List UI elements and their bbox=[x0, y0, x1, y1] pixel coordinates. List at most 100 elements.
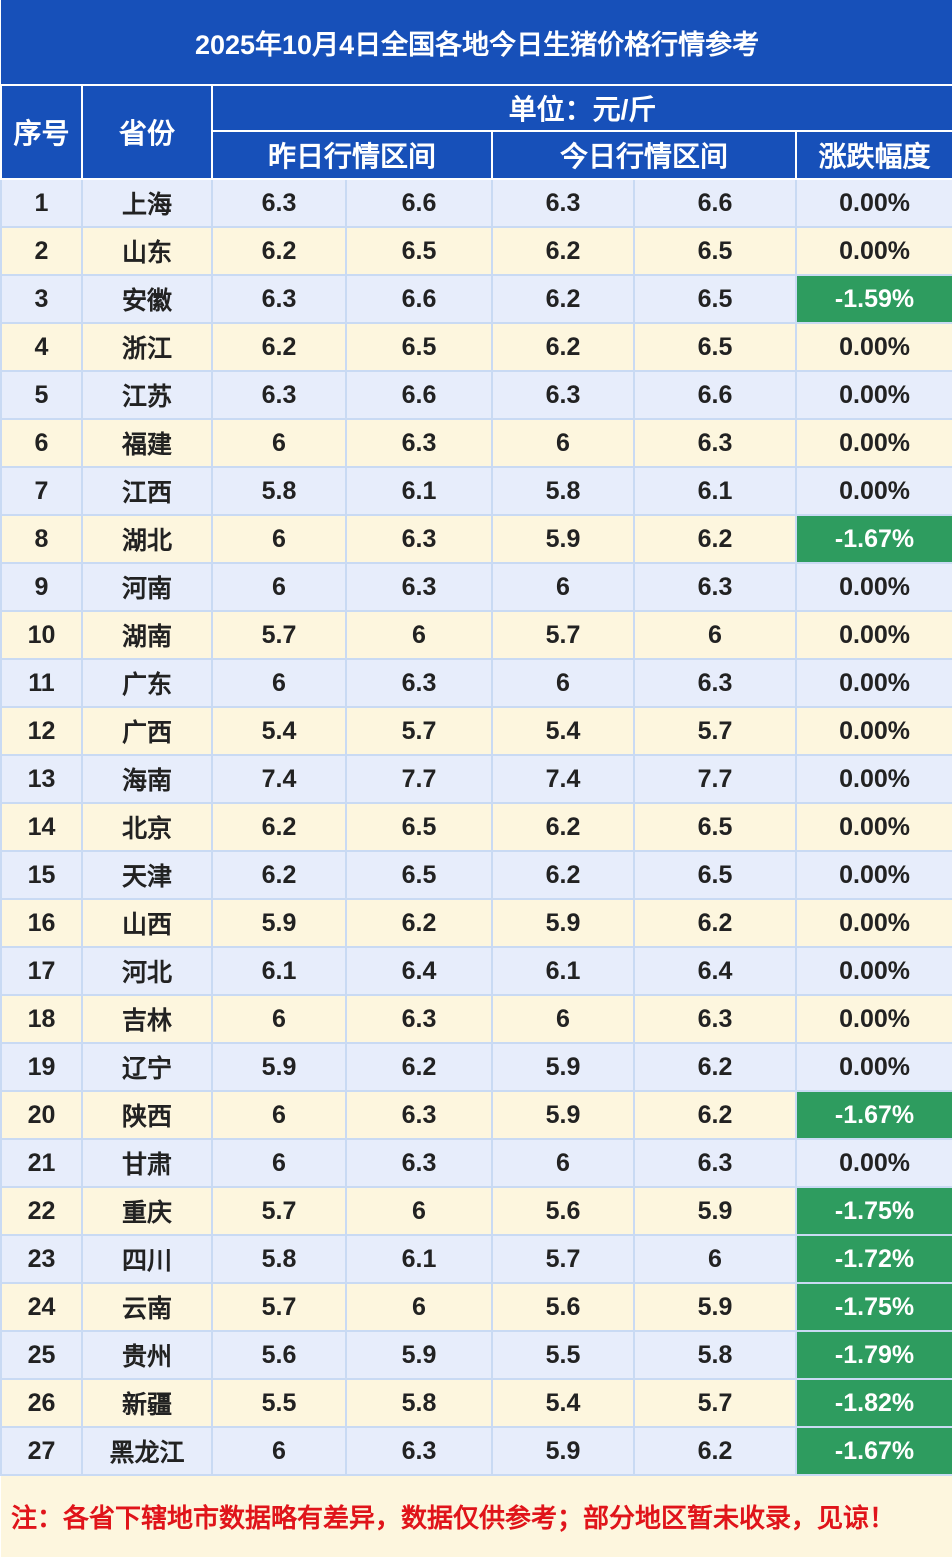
cell-province: 北京 bbox=[81, 802, 213, 852]
cell-yesterday-high: 6.3 bbox=[345, 1138, 493, 1188]
cell-province: 黑龙江 bbox=[81, 1426, 213, 1476]
cell-yesterday-high: 6.3 bbox=[345, 418, 493, 468]
cell-today-low: 6.2 bbox=[491, 274, 635, 324]
cell-change: -1.59% bbox=[794, 274, 952, 324]
cell-yesterday-low: 5.7 bbox=[211, 1186, 347, 1236]
table-row: 5 江苏 6.3 6.6 6.3 6.6 0.00% bbox=[0, 370, 952, 420]
cell-today-high: 5.9 bbox=[633, 1282, 797, 1332]
cell-yesterday-high: 6.1 bbox=[345, 1234, 493, 1284]
cell-change: 0.00% bbox=[794, 370, 952, 420]
table-row: 25 贵州 5.6 5.9 5.5 5.8 -1.79% bbox=[0, 1330, 952, 1380]
cell-today-low: 7.4 bbox=[491, 754, 635, 804]
cell-today-low: 5.8 bbox=[491, 466, 635, 516]
table-row: 2 山东 6.2 6.5 6.2 6.5 0.00% bbox=[0, 226, 952, 276]
cell-yesterday-high: 6.2 bbox=[345, 898, 493, 948]
cell-index: 13 bbox=[0, 754, 83, 804]
cell-yesterday-low: 5.8 bbox=[211, 466, 347, 516]
cell-today-low: 6.1 bbox=[491, 946, 635, 996]
cell-change: 0.00% bbox=[794, 706, 952, 756]
cell-yesterday-low: 5.9 bbox=[211, 898, 347, 948]
table-row: 12 广西 5.4 5.7 5.4 5.7 0.00% bbox=[0, 706, 952, 756]
cell-province: 安徽 bbox=[81, 274, 213, 324]
cell-yesterday-high: 6.5 bbox=[345, 850, 493, 900]
cell-today-high: 6.5 bbox=[633, 226, 797, 276]
cell-change: 0.00% bbox=[794, 994, 952, 1044]
cell-yesterday-high: 6 bbox=[345, 1186, 493, 1236]
cell-province: 江西 bbox=[81, 466, 213, 516]
cell-yesterday-low: 6.2 bbox=[211, 322, 347, 372]
cell-change: -1.67% bbox=[794, 1090, 952, 1140]
cell-today-low: 6.2 bbox=[491, 226, 635, 276]
cell-today-high: 6.3 bbox=[633, 994, 797, 1044]
cell-yesterday-high: 6.1 bbox=[345, 466, 493, 516]
table-row: 7 江西 5.8 6.1 5.8 6.1 0.00% bbox=[0, 466, 952, 516]
cell-today-high: 6.5 bbox=[633, 322, 797, 372]
cell-yesterday-low: 6.2 bbox=[211, 802, 347, 852]
table-row: 14 北京 6.2 6.5 6.2 6.5 0.00% bbox=[0, 802, 952, 852]
table-body: 1 上海 6.3 6.6 6.3 6.6 0.00% 2 山东 6.2 6.5 6.2 6.5 0.00%… bbox=[0, 178, 952, 1476]
table-row: 9 河南 6 6.3 6 6.3 0.00% bbox=[0, 562, 952, 612]
cell-index: 10 bbox=[0, 610, 83, 660]
cell-province: 河北 bbox=[81, 946, 213, 996]
header-index: 序号 bbox=[0, 84, 83, 180]
cell-province: 湖北 bbox=[81, 514, 213, 564]
cell-yesterday-low: 6.3 bbox=[211, 178, 347, 228]
cell-today-high: 6.5 bbox=[633, 850, 797, 900]
cell-change: -1.72% bbox=[794, 1234, 952, 1284]
table-row: 17 河北 6.1 6.4 6.1 6.4 0.00% bbox=[0, 946, 952, 996]
cell-index: 18 bbox=[0, 994, 83, 1044]
cell-today-high: 5.7 bbox=[633, 706, 797, 756]
cell-change: -1.75% bbox=[794, 1186, 952, 1236]
table-row: 20 陕西 6 6.3 5.9 6.2 -1.67% bbox=[0, 1090, 952, 1140]
cell-province: 陕西 bbox=[81, 1090, 213, 1140]
cell-today-low: 5.9 bbox=[491, 514, 635, 564]
cell-yesterday-low: 6.1 bbox=[211, 946, 347, 996]
table-row: 6 福建 6 6.3 6 6.3 0.00% bbox=[0, 418, 952, 468]
cell-yesterday-low: 7.4 bbox=[211, 754, 347, 804]
cell-yesterday-high: 6.5 bbox=[345, 322, 493, 372]
cell-today-high: 6 bbox=[633, 610, 797, 660]
cell-today-low: 5.6 bbox=[491, 1282, 635, 1332]
cell-yesterday-high: 6.6 bbox=[345, 274, 493, 324]
cell-today-low: 5.6 bbox=[491, 1186, 635, 1236]
cell-yesterday-low: 6 bbox=[211, 658, 347, 708]
cell-yesterday-high: 6.3 bbox=[345, 514, 493, 564]
cell-today-high: 6.2 bbox=[633, 898, 797, 948]
cell-today-low: 5.9 bbox=[491, 1042, 635, 1092]
cell-change: -1.79% bbox=[794, 1330, 952, 1380]
cell-today-high: 5.7 bbox=[633, 1378, 797, 1428]
cell-index: 25 bbox=[0, 1330, 83, 1380]
cell-change: 0.00% bbox=[794, 658, 952, 708]
cell-today-low: 6 bbox=[491, 658, 635, 708]
cell-province: 浙江 bbox=[81, 322, 213, 372]
cell-today-low: 5.9 bbox=[491, 898, 635, 948]
cell-today-low: 5.9 bbox=[491, 1426, 635, 1476]
cell-yesterday-low: 6 bbox=[211, 562, 347, 612]
cell-yesterday-low: 6 bbox=[211, 514, 347, 564]
cell-yesterday-low: 6 bbox=[211, 1426, 347, 1476]
cell-yesterday-high: 5.8 bbox=[345, 1378, 493, 1428]
cell-yesterday-high: 7.7 bbox=[345, 754, 493, 804]
cell-today-high: 6.6 bbox=[633, 370, 797, 420]
table-row: 16 山西 5.9 6.2 5.9 6.2 0.00% bbox=[0, 898, 952, 948]
table-row: 23 四川 5.8 6.1 5.7 6 -1.72% bbox=[0, 1234, 952, 1284]
cell-today-high: 6.6 bbox=[633, 178, 797, 228]
cell-province: 天津 bbox=[81, 850, 213, 900]
cell-today-low: 5.7 bbox=[491, 610, 635, 660]
table-row: 13 海南 7.4 7.7 7.4 7.7 0.00% bbox=[0, 754, 952, 804]
cell-today-high: 6.3 bbox=[633, 418, 797, 468]
cell-today-low: 6 bbox=[491, 562, 635, 612]
cell-province: 重庆 bbox=[81, 1186, 213, 1236]
cell-province: 新疆 bbox=[81, 1378, 213, 1428]
cell-today-high: 6 bbox=[633, 1234, 797, 1284]
cell-index: 14 bbox=[0, 802, 83, 852]
cell-index: 15 bbox=[0, 850, 83, 900]
cell-today-low: 6 bbox=[491, 1138, 635, 1188]
cell-yesterday-high: 6.2 bbox=[345, 1042, 493, 1092]
cell-today-high: 5.8 bbox=[633, 1330, 797, 1380]
table-row: 22 重庆 5.7 6 5.6 5.9 -1.75% bbox=[0, 1186, 952, 1236]
cell-today-low: 6.2 bbox=[491, 322, 635, 372]
cell-index: 1 bbox=[0, 178, 83, 228]
